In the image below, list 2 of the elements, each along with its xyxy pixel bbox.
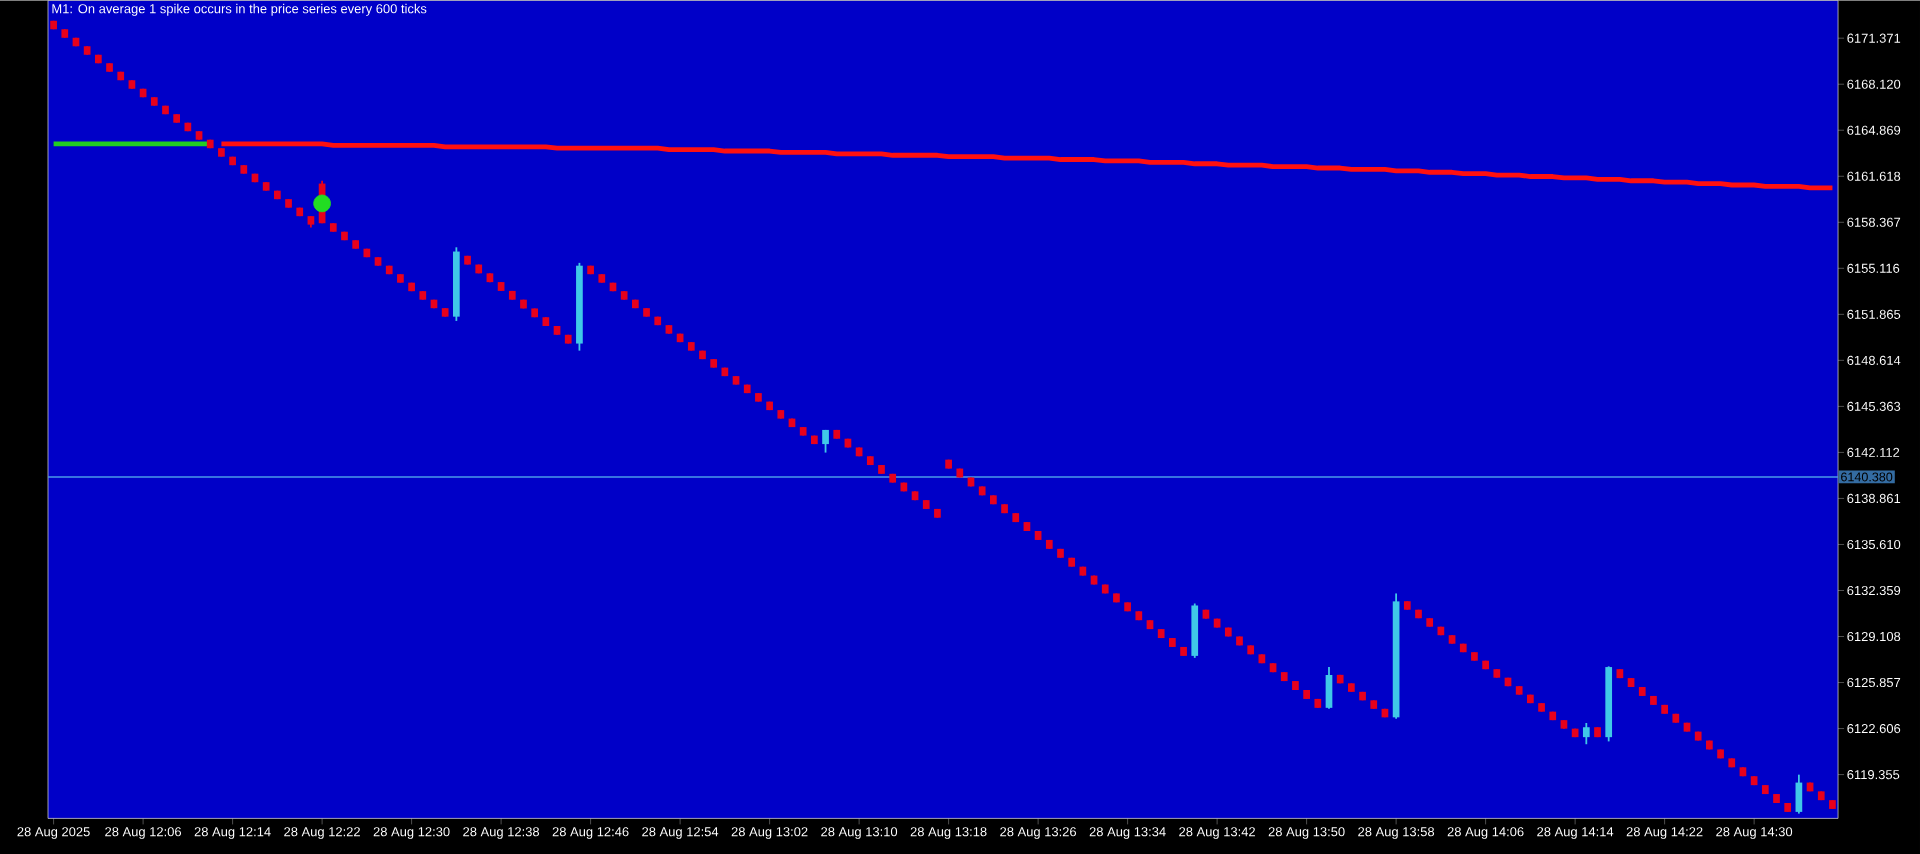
candlestick bbox=[1325, 665, 1333, 710]
candlestick bbox=[1582, 721, 1590, 745]
